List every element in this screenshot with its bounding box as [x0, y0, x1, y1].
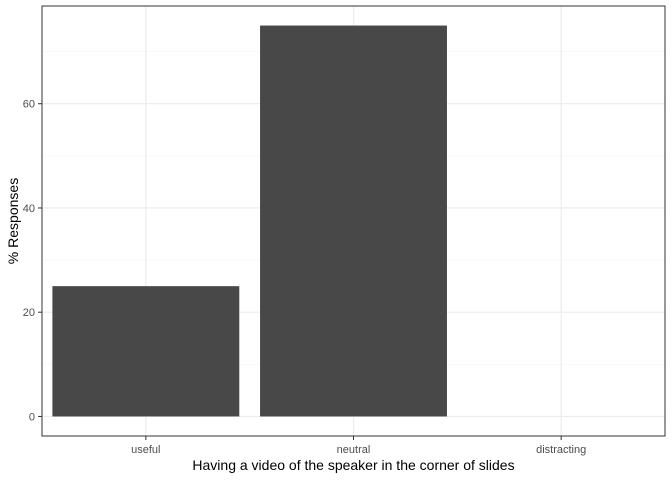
axis-ticks: 0 20 40 60 useful neutral distracting	[23, 99, 586, 456]
x-tick-label-distracting: distracting	[536, 444, 586, 456]
x-axis-title: Having a video of the speaker in the cor…	[192, 457, 514, 473]
bar-neutral	[260, 25, 447, 417]
y-tick-label: 40	[23, 203, 35, 215]
bar-useful	[52, 286, 240, 417]
bars	[52, 25, 447, 417]
y-tick-label: 60	[23, 99, 35, 111]
y-tick-label: 0	[29, 411, 35, 423]
x-tick-label-neutral: neutral	[337, 444, 371, 456]
y-axis-title: % Responses	[5, 178, 21, 264]
y-tick-label: 20	[23, 307, 35, 319]
x-tick-label-useful: useful	[131, 444, 160, 456]
